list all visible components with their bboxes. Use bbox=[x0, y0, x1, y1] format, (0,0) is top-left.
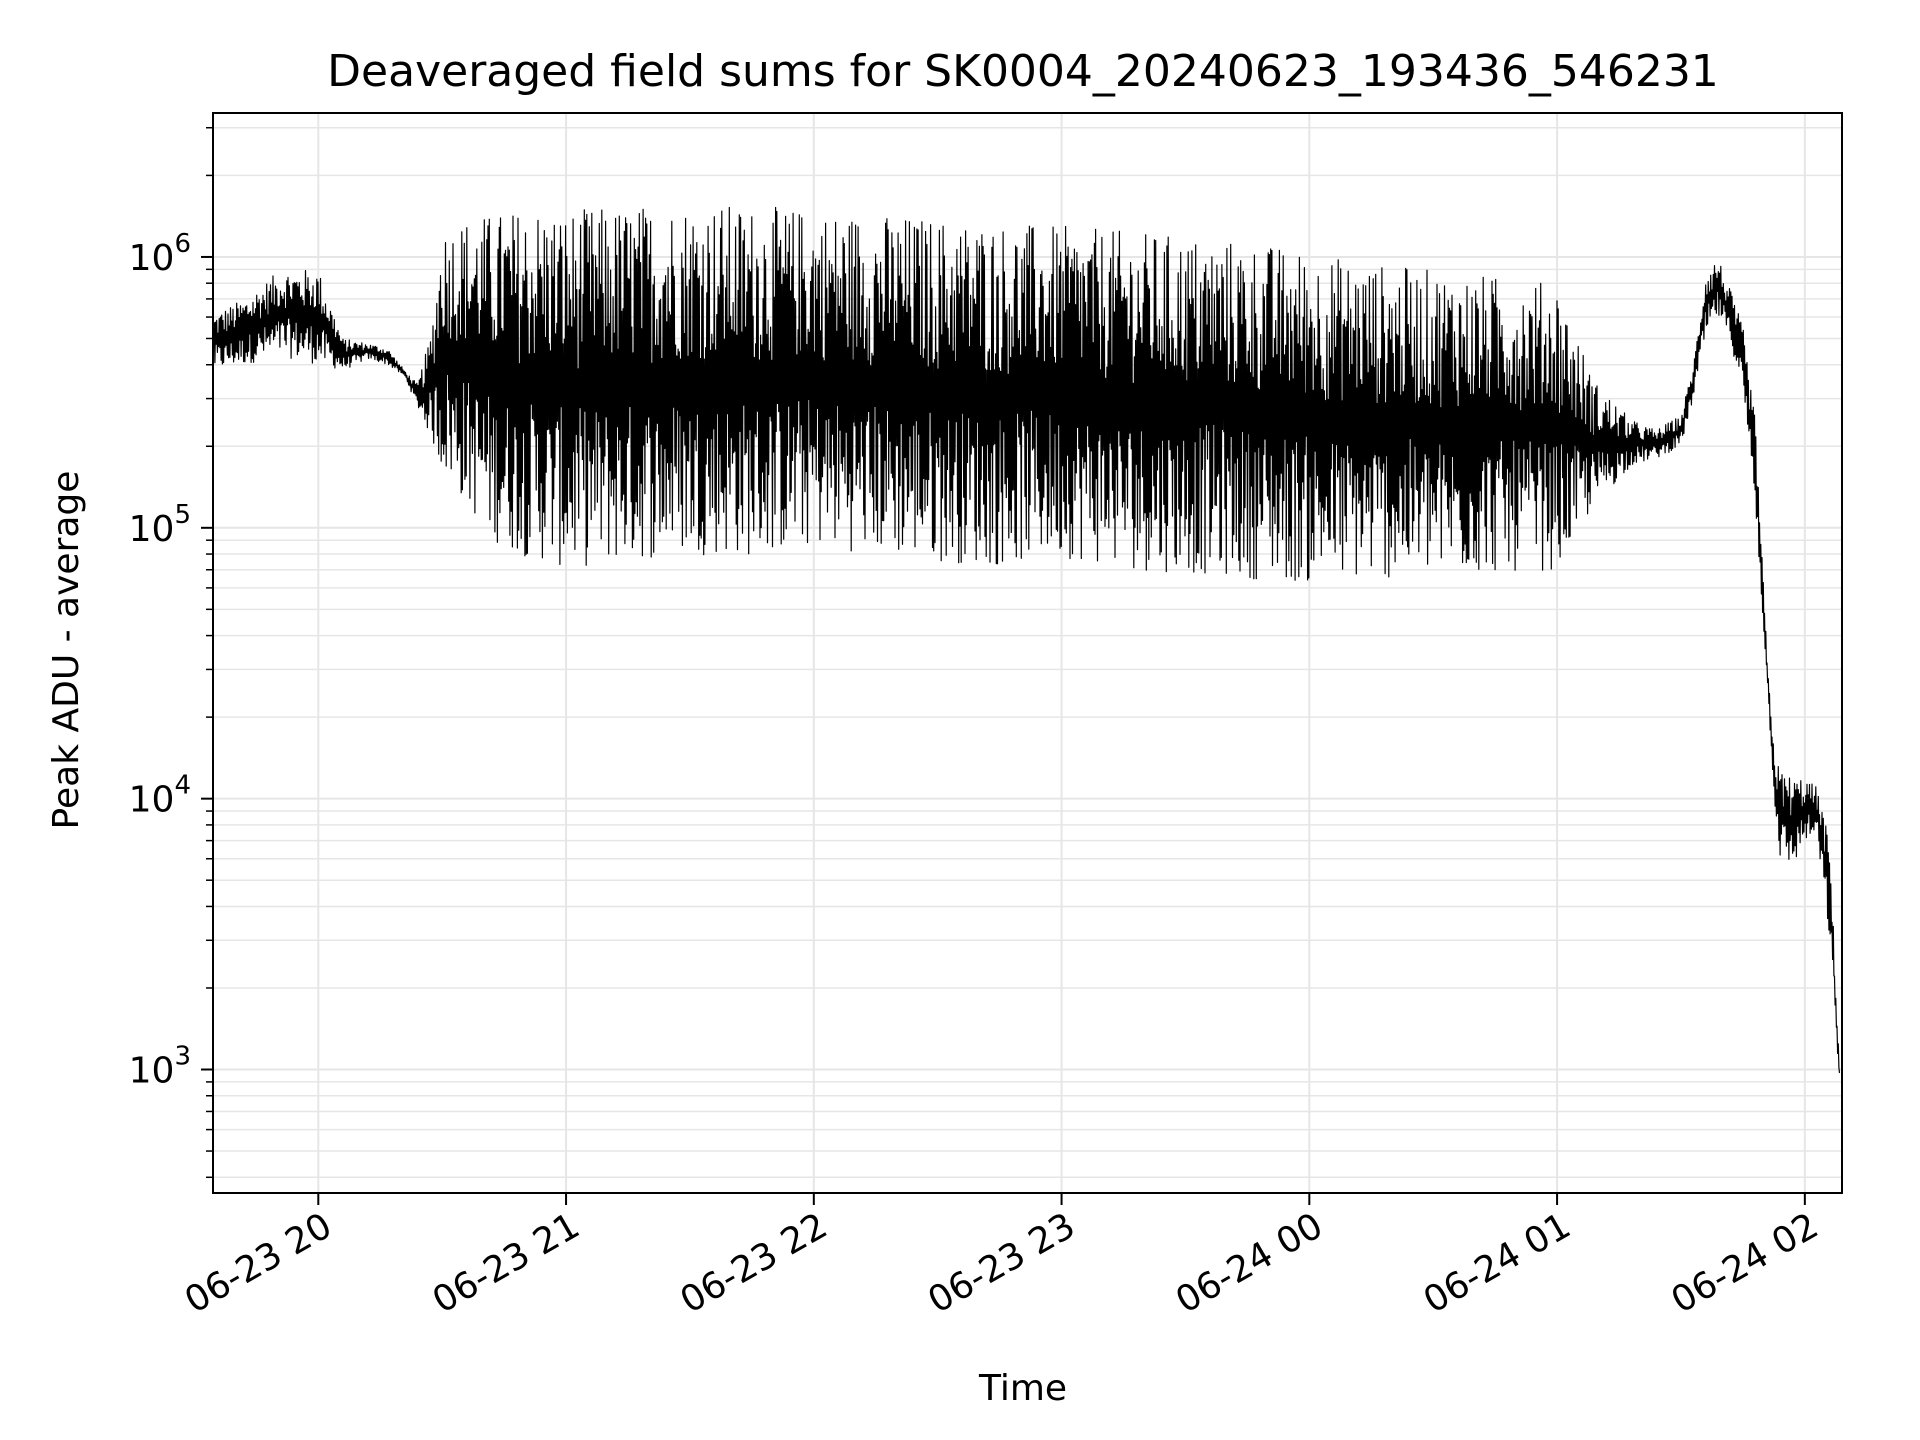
y-axis: 103 104 105 106 bbox=[129, 126, 213, 1179]
y-tick-label: 103 bbox=[129, 1042, 191, 1092]
x-axis-label: Time bbox=[978, 1368, 1067, 1409]
grid bbox=[213, 113, 1842, 1193]
y-tick-label: 106 bbox=[129, 229, 191, 279]
plot-frame bbox=[212, 112, 1843, 1194]
series-line bbox=[213, 206, 1841, 1074]
plot-area bbox=[213, 206, 1841, 1074]
y-tick-label: 105 bbox=[129, 500, 191, 550]
y-axis-label: Peak ADU - average bbox=[46, 471, 87, 830]
y-tick-label: 104 bbox=[129, 771, 191, 821]
chart-title: Deaveraged field sums for SK0004_2024062… bbox=[327, 46, 1719, 97]
